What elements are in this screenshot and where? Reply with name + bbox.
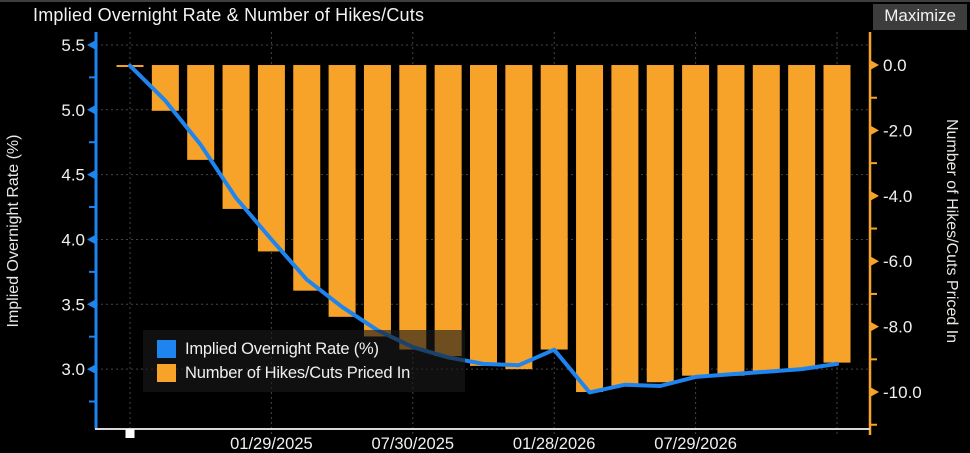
left-tick-arrow-icon xyxy=(87,104,96,115)
x-axis-handle[interactable] xyxy=(125,429,135,438)
bar xyxy=(399,65,427,350)
right-tick-arrow-icon xyxy=(870,321,879,332)
bar xyxy=(363,65,391,337)
left-axis-title: Implied Overnight Rate (%) xyxy=(5,135,22,328)
bar xyxy=(505,65,533,370)
bar xyxy=(151,65,179,111)
left-tick-arrow-icon xyxy=(87,364,96,375)
right-tick-arrow-icon xyxy=(870,190,879,201)
left-tick-arrow-icon xyxy=(87,299,96,310)
right-axis-tick-label: -2.0 xyxy=(883,121,912,140)
bar xyxy=(823,65,851,363)
bar xyxy=(540,65,568,350)
bar xyxy=(576,65,604,393)
left-axis-tick-label: 3.0 xyxy=(61,360,85,379)
bar xyxy=(293,65,321,291)
right-axis-tick-label: -10.0 xyxy=(883,383,922,402)
left-axis-tick-label: 5.5 xyxy=(61,36,85,55)
left-axis-tick-label: 4.0 xyxy=(61,230,85,249)
right-axis-title: Number of Hikes/Cuts Priced In xyxy=(943,119,960,343)
legend-item-implied-rate[interactable]: Implied Overnight Rate (%) xyxy=(157,339,465,360)
legend-label: Implied Overnight Rate (%) xyxy=(185,339,379,358)
left-axis-tick-label: 4.5 xyxy=(61,166,85,185)
bar xyxy=(328,65,356,317)
bar xyxy=(788,65,816,370)
right-tick-arrow-icon xyxy=(870,125,879,136)
right-tick-arrow-icon xyxy=(870,256,879,267)
bar xyxy=(682,65,710,376)
left-tick-arrow-icon xyxy=(87,234,96,245)
bar xyxy=(646,65,674,383)
right-tick-arrow-icon xyxy=(870,387,879,398)
right-axis-tick-label: -6.0 xyxy=(883,252,912,271)
right-axis-tick-label: -4.0 xyxy=(883,187,912,206)
legend-swatch-blue-icon xyxy=(157,340,176,358)
legend-swatch-orange-icon xyxy=(157,364,176,382)
chart-title: Implied Overnight Rate & Number of Hikes… xyxy=(33,5,425,25)
bar xyxy=(257,65,285,252)
x-axis-date-label: 07/30/2025 xyxy=(372,435,455,453)
left-tick-arrow-icon xyxy=(87,169,96,180)
right-axis-tick-label: 0.0 xyxy=(883,56,907,75)
x-axis-date-label: 01/28/2026 xyxy=(513,435,596,453)
legend-label: Number of Hikes/Cuts Priced In xyxy=(185,363,411,382)
chart-legend: Implied Overnight Rate (%) Number of Hik… xyxy=(143,330,465,392)
x-axis-date-label: 01/29/2025 xyxy=(230,435,313,453)
maximize-button[interactable]: Maximize xyxy=(873,4,967,30)
bar xyxy=(717,65,745,376)
bar xyxy=(434,65,462,357)
left-axis-tick-label: 3.5 xyxy=(61,295,85,314)
right-axis-tick-label: -8.0 xyxy=(883,318,912,337)
x-axis-date-label: 07/29/2026 xyxy=(654,435,737,453)
right-tick-arrow-icon xyxy=(870,60,879,71)
bar xyxy=(611,65,639,386)
bar xyxy=(470,65,497,366)
legend-item-hikes-cuts[interactable]: Number of Hikes/Cuts Priced In xyxy=(157,363,465,384)
bar xyxy=(752,65,780,373)
left-axis-tick-label: 5.0 xyxy=(61,101,85,120)
hikes-cuts-bars xyxy=(116,65,851,393)
left-tick-arrow-icon xyxy=(87,39,96,50)
implied-rate-line xyxy=(128,63,839,395)
